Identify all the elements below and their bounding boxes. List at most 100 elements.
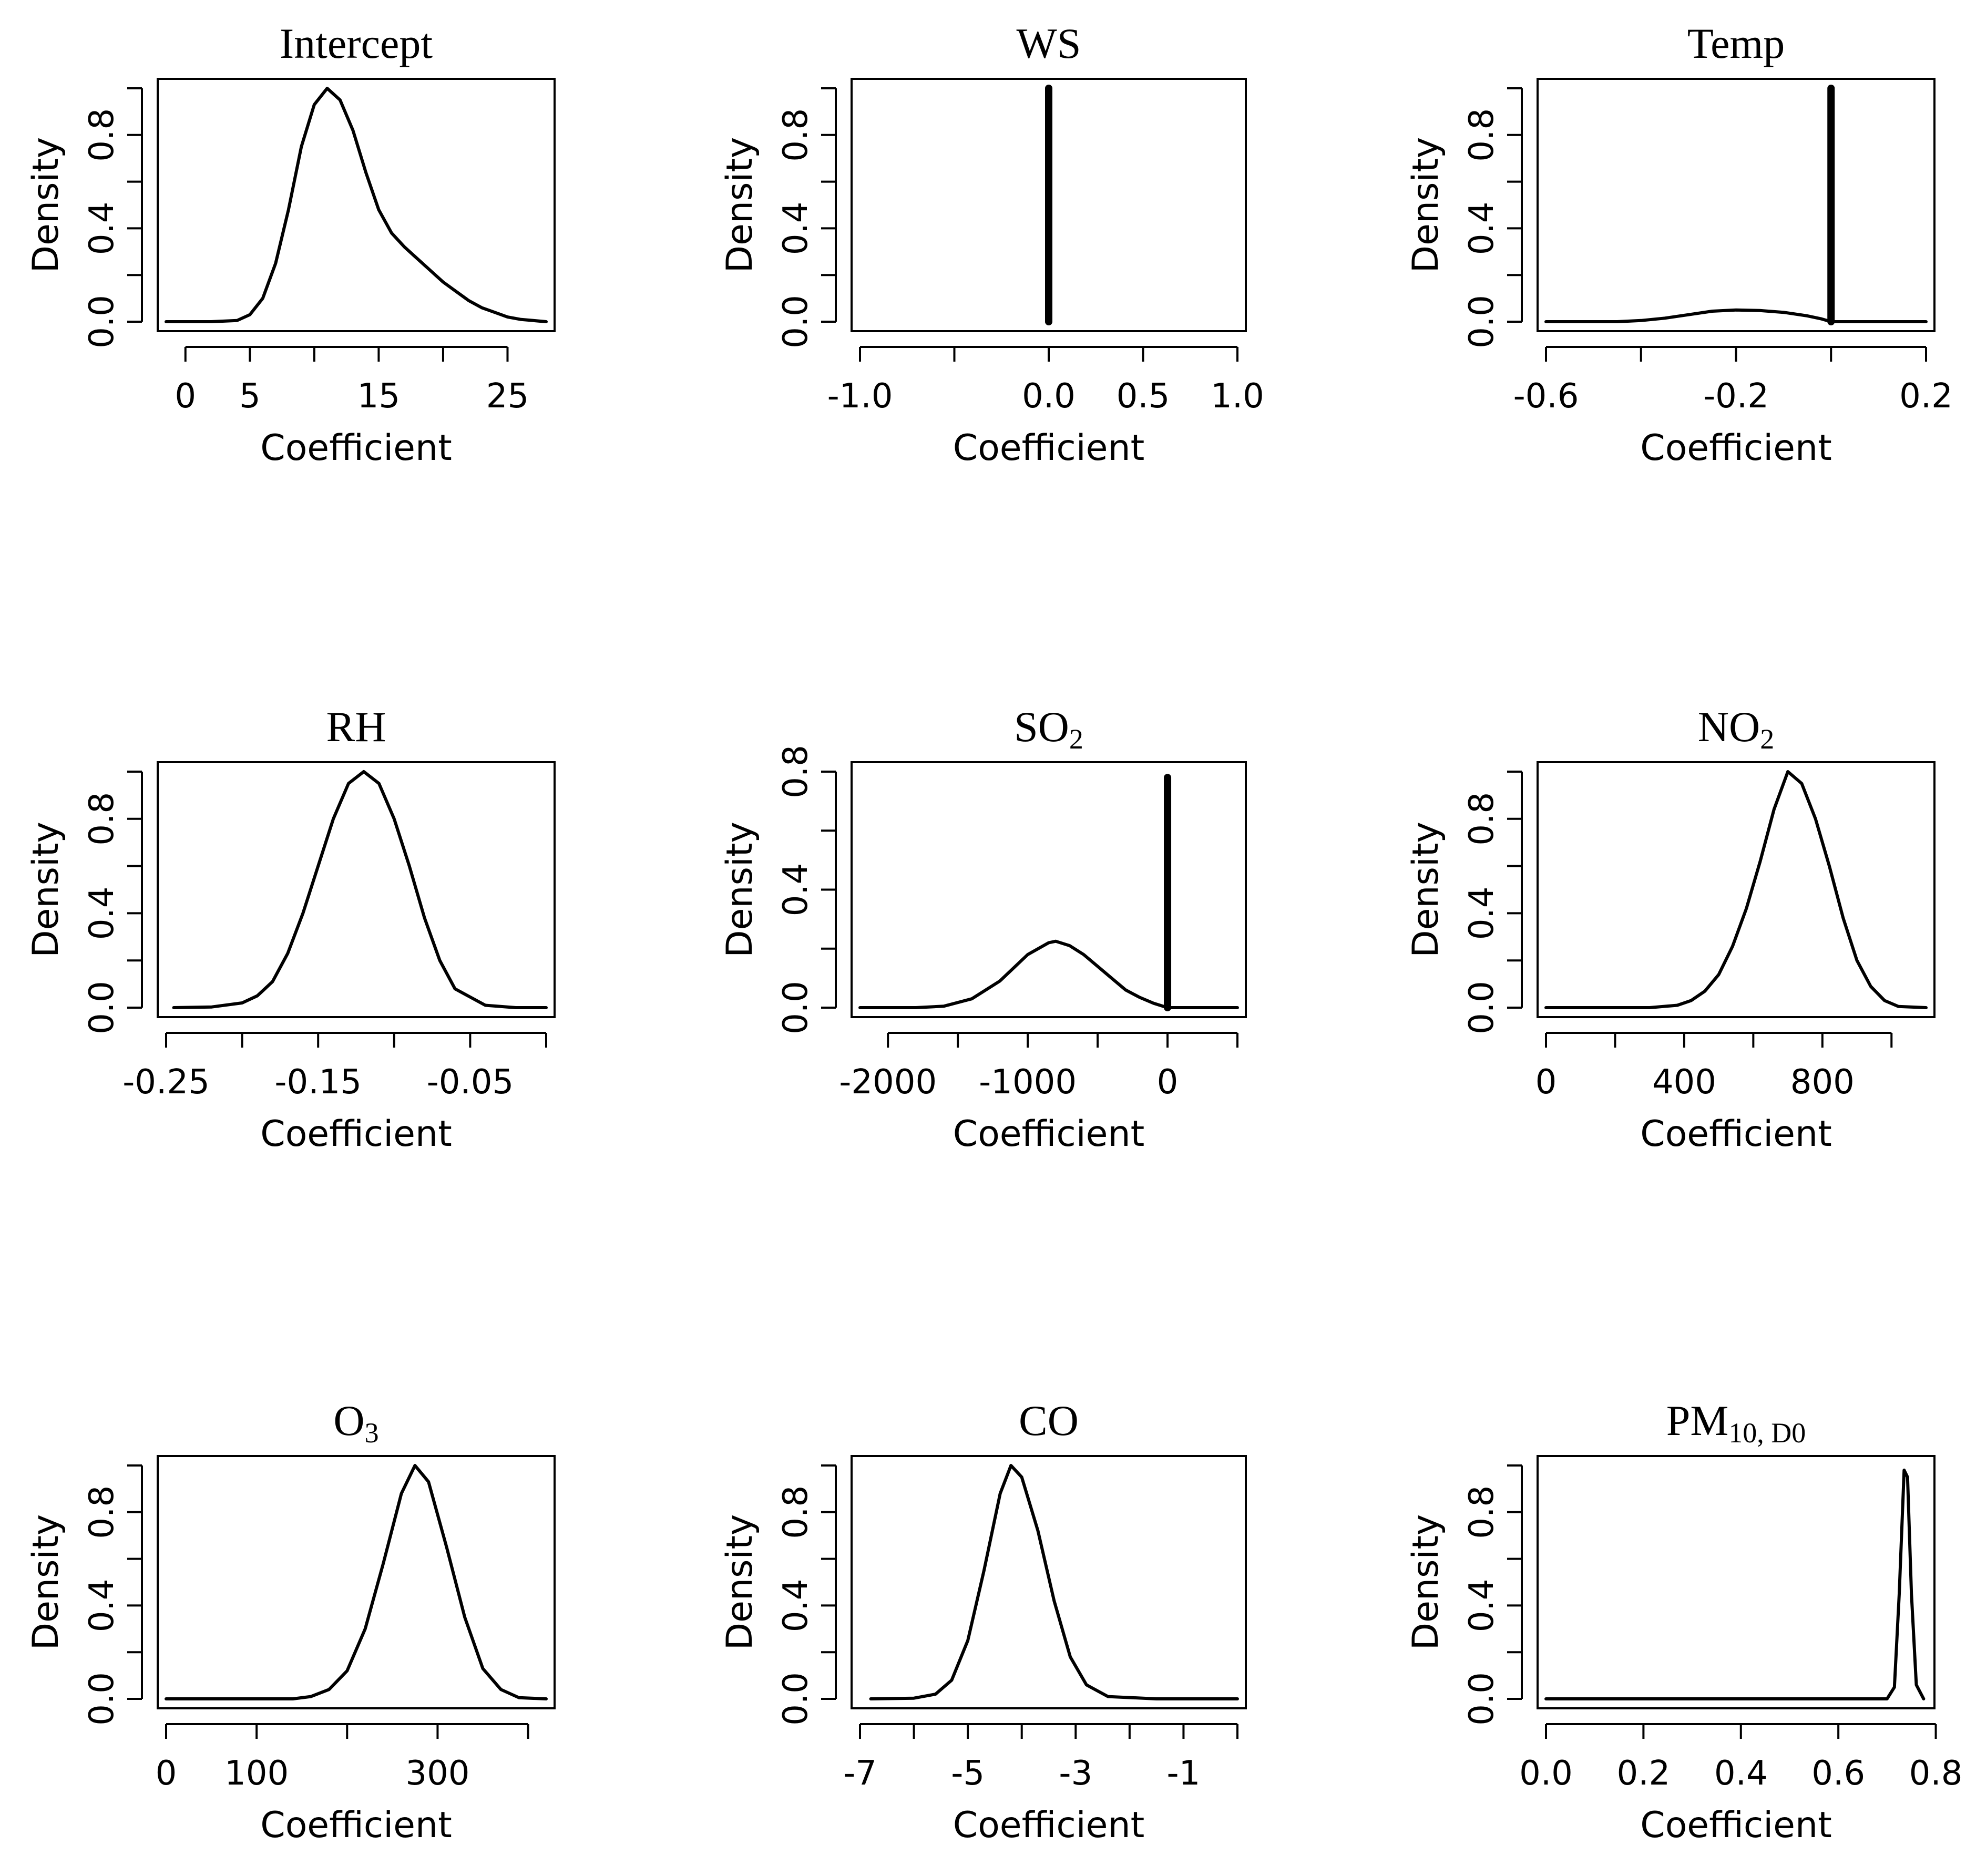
panel-title: SO2 xyxy=(1014,703,1083,755)
y-tick-label: 0.4 xyxy=(776,863,815,917)
x-tick-label: 0.6 xyxy=(1811,1754,1865,1793)
x-tick-label: 0 xyxy=(175,377,196,416)
x-tick-label: 1.0 xyxy=(1211,377,1264,416)
panel-title-main: SO xyxy=(1014,703,1069,751)
x-tick-label: 25 xyxy=(486,377,529,416)
x-tick-label: 0.2 xyxy=(1616,1754,1670,1793)
y-tick-label: 0.0 xyxy=(776,295,815,348)
y-tick-label: 0.8 xyxy=(83,108,121,162)
y-tick-label: 0.8 xyxy=(776,1485,815,1539)
x-tick-label: 15 xyxy=(357,377,400,416)
y-tick-label: 0.0 xyxy=(1462,1672,1501,1726)
panel-3: Temp -0.6 -0.2 0.2 Coefficient 0.0 0.4 0.8 Densi… xyxy=(1405,19,1953,469)
y-tick-label: 0.4 xyxy=(1462,1579,1501,1633)
panel-2: WS -1.0 0.0 0.5 1.0 Coefficient 0.0 0.4 0.8 Densi… xyxy=(719,19,1264,469)
x-axis-label: Coefficient xyxy=(953,1805,1145,1846)
panel-title-main: PM xyxy=(1666,1397,1729,1444)
x-tick-label: 0.4 xyxy=(1714,1754,1768,1793)
y-tick-label: 0.8 xyxy=(776,745,815,798)
y-axis-label: Density xyxy=(25,822,67,958)
x-tick-label: -0.6 xyxy=(1513,377,1579,416)
y-tick-label: 0.0 xyxy=(1462,295,1501,348)
panel-title: RH xyxy=(326,703,386,751)
x-tick-label: -5 xyxy=(951,1754,985,1793)
x-tick-label: 0 xyxy=(1157,1063,1179,1102)
y-axis-label: Density xyxy=(719,822,761,958)
y-axis-label: Density xyxy=(719,1514,761,1651)
density-curve xyxy=(1544,308,1928,323)
x-tick-label: -1 xyxy=(1167,1754,1201,1793)
y-tick-label: 0.8 xyxy=(1462,1485,1501,1539)
y-tick-label: 0.4 xyxy=(1462,887,1501,940)
x-axis-label: Coefficient xyxy=(1640,1113,1832,1155)
plot-frame xyxy=(851,761,1247,1018)
panel-title: WS xyxy=(1017,19,1081,67)
y-axis-label: Density xyxy=(1405,1514,1447,1651)
x-tick-label: 100 xyxy=(224,1754,289,1793)
y-tick-label: 0.4 xyxy=(776,202,815,255)
panel-1: Intercept 0 5 15 25 Coefficient 0.0 0.4 0.8 Densi… xyxy=(25,19,556,469)
x-axis-label: Coefficient xyxy=(260,1805,452,1846)
x-tick-label: -2000 xyxy=(839,1063,937,1102)
x-tick-label: -0.05 xyxy=(427,1063,514,1102)
panel-4: RH -0.25 -0.15 -0.05 Coefficient 0.0 0.4 0.8 Den… xyxy=(25,703,556,1155)
y-tick-label: 0.0 xyxy=(83,1672,121,1726)
x-tick-label: -0.15 xyxy=(274,1063,362,1102)
panel-title-main: RH xyxy=(326,703,386,751)
panel-title-main: Intercept xyxy=(280,19,433,67)
density-curve xyxy=(1544,770,1928,1009)
x-tick-label: 300 xyxy=(405,1754,469,1793)
x-tick-label: -0.25 xyxy=(122,1063,210,1102)
panel-title-main: O xyxy=(333,1397,364,1444)
x-tick-label: -3 xyxy=(1059,1754,1092,1793)
y-tick-label: 0.8 xyxy=(1462,792,1501,846)
panel-9: PM10, D0 0.0 0.2 0.4 0.6 0.8 Coefficient 0.0 0.4… xyxy=(1405,1397,1962,1846)
x-tick-label: 0.2 xyxy=(1899,377,1953,416)
panel-title: Intercept xyxy=(280,19,433,67)
y-axis-label: Density xyxy=(25,1514,67,1651)
panel-title-subscript: 3 xyxy=(365,1417,379,1449)
y-tick-label: 0.0 xyxy=(776,981,815,1034)
x-tick-label: 0 xyxy=(1535,1063,1557,1102)
y-tick-label: 0.8 xyxy=(1462,108,1501,162)
y-tick-label: 0.0 xyxy=(83,295,121,348)
plot-frame xyxy=(157,78,556,332)
y-tick-label: 0.4 xyxy=(83,887,121,940)
x-axis-label: Coefficient xyxy=(260,1113,452,1155)
panel-title: Temp xyxy=(1687,19,1785,67)
plot-frame xyxy=(1537,761,1936,1018)
panel-5: SO2 -2000 -1000 0 Coefficient 0.0 0.4 0.8 Densit… xyxy=(719,703,1247,1155)
plot-frame xyxy=(1537,78,1936,332)
y-axis-label: Density xyxy=(25,137,67,273)
x-axis-label: Coefficient xyxy=(953,427,1145,469)
y-tick-label: 0.0 xyxy=(1462,981,1501,1034)
panel-title-main: WS xyxy=(1017,19,1081,67)
panel-title: PM10, D0 xyxy=(1666,1397,1806,1449)
panel-title-main: NO xyxy=(1698,703,1760,751)
panel-title-subscript: 10, D0 xyxy=(1728,1417,1806,1449)
y-tick-label: 0.4 xyxy=(83,1579,121,1633)
plot-frame xyxy=(157,761,556,1018)
panel-title-subscript: 2 xyxy=(1069,723,1083,755)
x-tick-label: -1000 xyxy=(979,1063,1077,1102)
y-tick-label: 0.4 xyxy=(83,202,121,255)
panel-title-main: Temp xyxy=(1687,19,1785,67)
y-tick-label: 0.0 xyxy=(83,981,121,1034)
x-tick-label: -0.2 xyxy=(1703,377,1769,416)
y-tick-label: 0.4 xyxy=(1462,202,1501,255)
plot-frame xyxy=(157,1455,556,1709)
x-tick-label: 400 xyxy=(1652,1063,1716,1102)
x-tick-label: 0.8 xyxy=(1909,1754,1963,1793)
density-curve xyxy=(858,939,1239,1009)
plot-frame xyxy=(851,1455,1247,1709)
panel-6: NO2 0 400 800 Coefficient 0.0 0.4 0.8 Density xyxy=(1405,703,1936,1155)
panel-title: CO xyxy=(1019,1397,1079,1444)
x-axis-label: Coefficient xyxy=(1640,1805,1832,1846)
x-tick-label: 0.0 xyxy=(1519,1754,1573,1793)
density-curve xyxy=(1544,1468,1926,1700)
panel-title-subscript: 2 xyxy=(1760,723,1774,755)
density-curve xyxy=(869,1464,1239,1700)
panel-title-main: CO xyxy=(1019,1397,1079,1444)
plot-frame xyxy=(851,78,1247,332)
y-axis-label: Density xyxy=(719,137,761,273)
